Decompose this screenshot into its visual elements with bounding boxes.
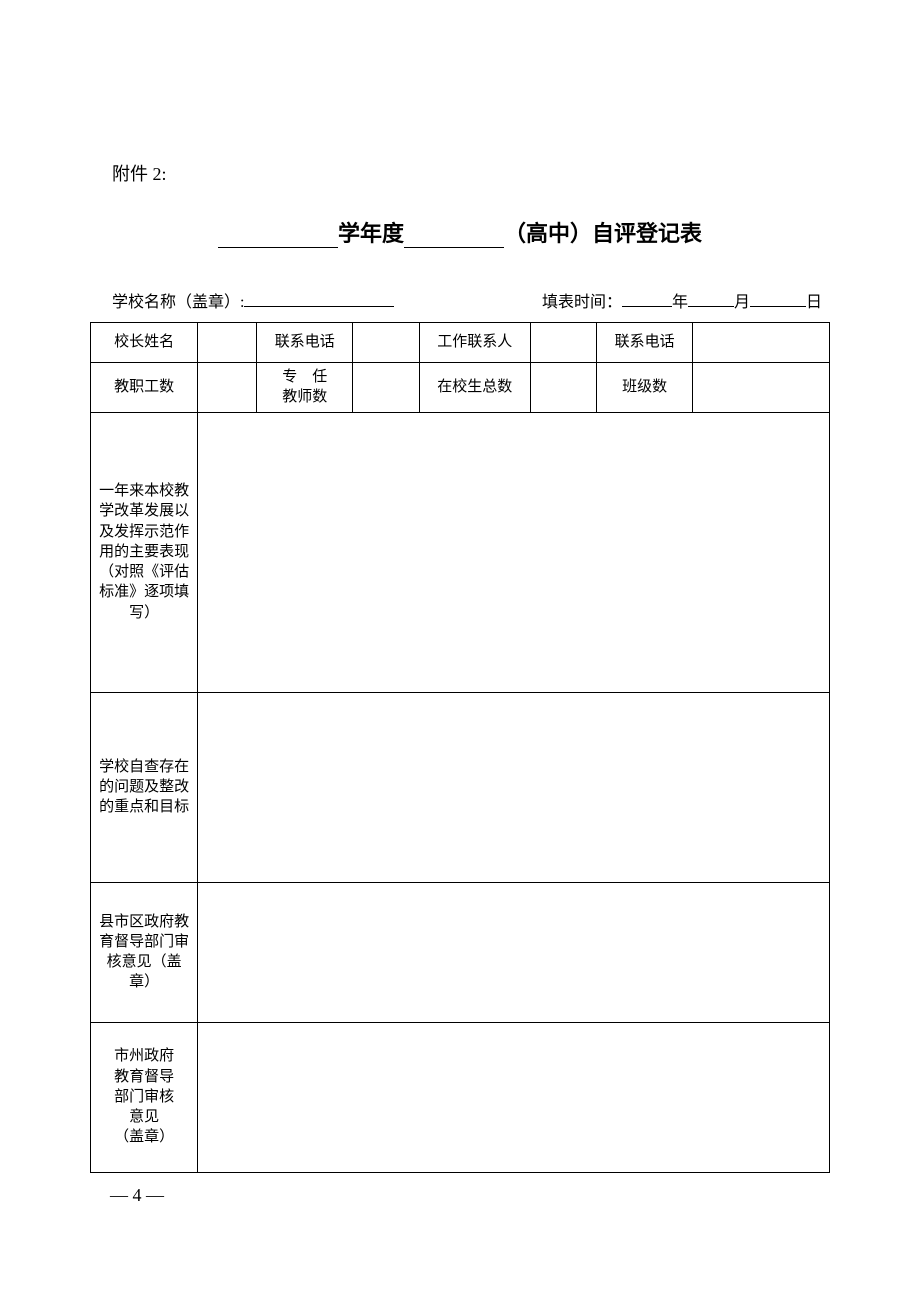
- cell-phone2-label: 联系电话: [597, 323, 693, 363]
- table-row: 市州政府 教育督导 部门审核 意见 （盖章）: [91, 1022, 830, 1172]
- cell-city-review-label: 市州政府 教育督导 部门审核 意见 （盖章）: [91, 1022, 198, 1172]
- table-row: 一年来本校教学改革发展以及发挥示范作用的主要表现（对照《评估标准》逐项填写）: [91, 412, 830, 692]
- cell-city-review-value: [198, 1022, 830, 1172]
- cell-staff-count-value: [198, 363, 257, 413]
- cell-reform-performance-value: [198, 412, 830, 692]
- day-blank: [750, 289, 806, 307]
- year-suffix: 年: [672, 288, 688, 312]
- cell-teacher-count-label: 专 任 教师数: [257, 363, 353, 413]
- cell-self-check-label: 学校自查存在的问题及整改的重点和目标: [91, 692, 198, 882]
- cell-student-total-value: [530, 363, 597, 413]
- month-suffix: 月: [734, 288, 750, 312]
- school-name-blank: [244, 289, 394, 307]
- school-name-label: 学校名称（盖章）:: [112, 288, 244, 312]
- table-row: 县市区政府教育督导部门审核意见（盖章）: [91, 882, 830, 1022]
- attachment-label: 附件 2:: [112, 160, 830, 186]
- fill-time-block: 填表时间： 年 月 日: [542, 288, 822, 312]
- cell-principal-name-value: [198, 323, 257, 363]
- cell-contact-person-label: 工作联系人: [419, 323, 530, 363]
- month-blank: [688, 289, 734, 307]
- table-row: 教职工数 专 任 教师数 在校生总数 班级数: [91, 363, 830, 413]
- cell-county-review-label: 县市区政府教育督导部门审核意见（盖章）: [91, 882, 198, 1022]
- cell-teacher-count-value: [353, 363, 420, 413]
- info-line: 学校名称（盖章）: 填表时间： 年 月 日: [90, 288, 830, 312]
- cell-phone2-value: [693, 323, 830, 363]
- cell-class-count-label: 班级数: [597, 363, 693, 413]
- registration-table: 校长姓名 联系电话 工作联系人 联系电话 教职工数 专 任 教师数 在校生总数 …: [90, 322, 830, 1173]
- day-suffix: 日: [806, 288, 822, 312]
- table-row: 校长姓名 联系电话 工作联系人 联系电话: [91, 323, 830, 363]
- year-blank: [622, 289, 672, 307]
- title-part2: （高中）自评登记表: [504, 221, 702, 246]
- cell-principal-name-label: 校长姓名: [91, 323, 198, 363]
- cell-staff-count-label: 教职工数: [91, 363, 198, 413]
- cell-self-check-value: [198, 692, 830, 882]
- table-row: 学校自查存在的问题及整改的重点和目标: [91, 692, 830, 882]
- title-part1: 学年度: [338, 221, 404, 246]
- cell-phone1-label: 联系电话: [257, 323, 353, 363]
- school-name-block: 学校名称（盖章）:: [112, 288, 394, 312]
- cell-class-count-value: [693, 363, 830, 413]
- cell-county-review-value: [198, 882, 830, 1022]
- cell-reform-performance-label: 一年来本校教学改革发展以及发挥示范作用的主要表现（对照《评估标准》逐项填写）: [91, 412, 198, 692]
- fill-time-label: 填表时间：: [542, 288, 622, 312]
- blank-school-type: [404, 226, 504, 248]
- cell-student-total-label: 在校生总数: [419, 363, 530, 413]
- page-number: — 4 —: [110, 1185, 164, 1206]
- blank-year-range: [218, 226, 338, 248]
- cell-contact-person-value: [530, 323, 597, 363]
- form-title: 学年度 （高中）自评登记表: [90, 216, 830, 248]
- cell-phone1-value: [353, 323, 420, 363]
